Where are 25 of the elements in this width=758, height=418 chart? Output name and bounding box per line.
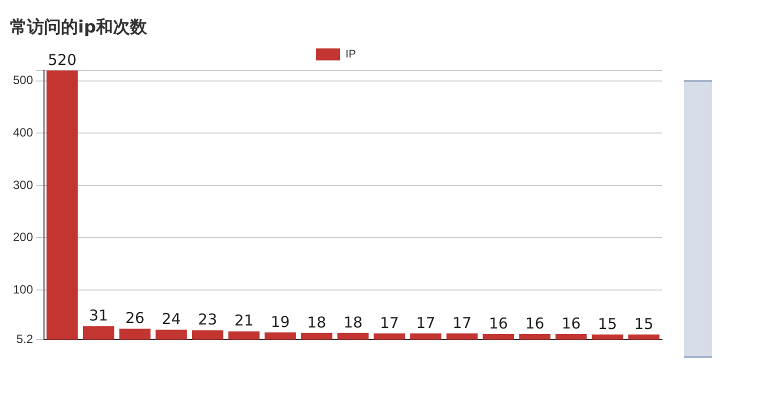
data-label: 16 xyxy=(525,314,544,332)
data-label: 16 xyxy=(488,314,508,332)
data-label: 18 xyxy=(343,313,363,332)
data-label: 26 xyxy=(125,309,144,328)
data-label: 23 xyxy=(198,310,218,329)
data-label: 18 xyxy=(307,313,326,332)
data-label: 17 xyxy=(380,314,399,332)
data-label: 520 xyxy=(48,50,77,69)
data-label: 17 xyxy=(416,314,436,332)
legend-label: IP xyxy=(346,48,356,60)
y-tick-label: 100 xyxy=(12,282,34,296)
data-label: 31 xyxy=(89,306,108,324)
y-tick-label: 500 xyxy=(12,73,34,88)
data-label: 24 xyxy=(162,310,181,328)
y-tick-label: 5.2 xyxy=(16,332,34,346)
data-label: 16 xyxy=(562,314,581,332)
data-label: 19 xyxy=(270,312,290,331)
y-tick-label: 200 xyxy=(12,230,34,244)
y-tick-label: 400 xyxy=(12,125,34,140)
chart-title: 常访问的ip和次数 xyxy=(10,18,148,38)
data-label: 15 xyxy=(598,314,618,333)
data-label: 15 xyxy=(634,314,654,333)
data-label: 21 xyxy=(234,312,254,330)
y-tick-label: 300 xyxy=(12,178,34,192)
data-label: 17 xyxy=(452,314,472,332)
